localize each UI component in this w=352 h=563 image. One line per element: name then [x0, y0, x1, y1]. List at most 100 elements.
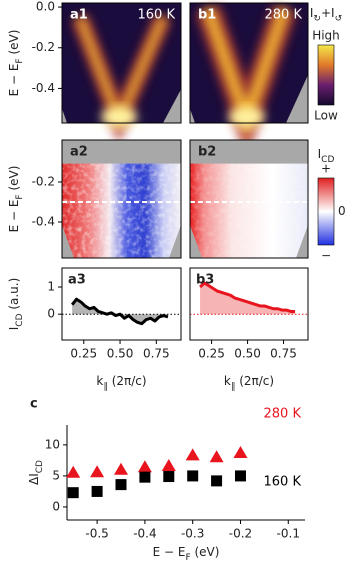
x-tick-label: 0.50	[234, 347, 261, 361]
x-tick-label: 0.50	[107, 347, 134, 361]
colorbar-title: ICD	[318, 147, 335, 165]
marker	[91, 485, 103, 497]
y-axis-label-part: F	[15, 194, 25, 199]
y-axis-label: ICD (a.u.)	[7, 278, 25, 331]
line	[70, 297, 169, 326]
mask-right	[169, 224, 181, 258]
x-tick-label: -0.1	[277, 527, 300, 541]
marker	[137, 460, 152, 473]
panel-label: b2	[198, 145, 216, 160]
y-tick-label: -0.4	[32, 215, 55, 229]
x-axis-label: E − EF (eV)	[153, 545, 220, 563]
marker	[187, 470, 199, 482]
colorbar-title: I↻+I↺	[310, 6, 342, 24]
area	[72, 299, 168, 324]
colorbar-title-part: CD	[321, 155, 334, 165]
marker	[185, 448, 200, 461]
y-axis-label-part: E − E	[7, 64, 21, 97]
heatmap-image	[62, 3, 181, 145]
y-axis-label-part: (eV)	[7, 30, 21, 59]
y-axis-label: ΔICD	[27, 460, 45, 485]
colorbar	[317, 44, 335, 106]
panel-label: a1	[70, 8, 88, 23]
y-tick-label: -0.4	[32, 81, 55, 95]
panel-label: c	[30, 397, 38, 412]
legend-label: 160 K	[264, 475, 302, 490]
panel-frame	[61, 139, 182, 259]
marker	[139, 471, 151, 483]
y-axis-label-part: CD	[35, 460, 45, 473]
x-tick-label: -0.4	[133, 527, 156, 541]
panel-frame	[189, 267, 309, 341]
colorbar-title-part: I	[318, 147, 322, 161]
y-tick-label: 1	[47, 280, 55, 294]
y-axis-label-part: I	[7, 327, 21, 331]
colorbar-label: −	[321, 249, 331, 263]
y-tick-label: 0.0	[36, 0, 55, 14]
area	[200, 282, 296, 315]
panel-frame	[61, 267, 182, 341]
band-bottom	[101, 107, 138, 127]
x-tick-label: 0.75	[270, 347, 297, 361]
x-axis-label-part: ∥	[103, 382, 108, 392]
y-axis-label: E − EF (eV)	[7, 166, 25, 233]
marker	[233, 445, 248, 458]
marker	[115, 479, 127, 491]
y-tick-label: -0.2	[32, 175, 55, 189]
y-tick-label: 0	[52, 499, 60, 513]
legend-label: 280 K	[264, 407, 302, 422]
mask-top	[190, 140, 308, 164]
marker	[211, 475, 223, 487]
mask-top	[62, 140, 181, 164]
colorbar-label: Low	[314, 109, 338, 123]
heatmap-image	[190, 3, 308, 161]
panel-label: a2	[70, 145, 88, 160]
y-axis-label-part: (a.u.)	[7, 278, 21, 314]
y-axis-label-part: F	[15, 58, 25, 63]
x-axis-label-part: F	[185, 553, 190, 563]
panel-label: a3	[68, 273, 86, 288]
y-tick-label: 10	[45, 437, 60, 451]
x-axis-label-part: (eV)	[191, 545, 220, 559]
marker	[209, 450, 224, 463]
x-axis-label: k∥ (2π/c)	[224, 374, 274, 392]
x-tick-label: -0.3	[181, 527, 204, 541]
x-tick-label: 0.25	[198, 347, 225, 361]
x-tick-label: -0.5	[85, 527, 108, 541]
marker	[90, 465, 105, 478]
x-axis-label-part: ∥	[231, 382, 236, 392]
marker	[67, 487, 79, 499]
x-axis-label-part: k	[224, 374, 231, 388]
panel-frame	[189, 2, 309, 124]
x-tick-label: -0.2	[229, 527, 252, 541]
y-axis-label-part: CD	[15, 313, 25, 326]
x-axis-label-part: (2π/c)	[108, 374, 147, 388]
x-tick-label: 0.25	[70, 347, 97, 361]
marker	[234, 470, 246, 482]
marker	[161, 458, 176, 471]
panel-title: 160 K	[138, 8, 176, 23]
panel-frame	[189, 139, 309, 259]
mask-right	[163, 89, 181, 123]
band-bottom	[228, 107, 265, 127]
marker	[163, 471, 175, 483]
mask-left	[62, 108, 67, 123]
colorbar-title-part: ↺	[335, 14, 343, 24]
y-tick-label: 5	[52, 468, 60, 482]
mask-left	[190, 108, 195, 123]
y-axis-label-part: ΔI	[27, 473, 41, 485]
x-axis-label-part: (2π/c)	[235, 374, 274, 388]
marker	[114, 462, 129, 475]
colorbar-label: 0	[338, 204, 346, 218]
line	[199, 281, 296, 313]
heatmap-image	[190, 140, 308, 258]
x-axis-label-part: E − E	[153, 545, 186, 559]
panel-frame	[61, 2, 182, 124]
x-tick-label: 0.75	[143, 347, 170, 361]
colorbar-label: +	[321, 162, 331, 176]
y-tick-label: 0	[47, 307, 55, 321]
colorbar-title-part: I	[310, 6, 314, 20]
y-axis-label: E − EF (eV)	[7, 30, 25, 97]
